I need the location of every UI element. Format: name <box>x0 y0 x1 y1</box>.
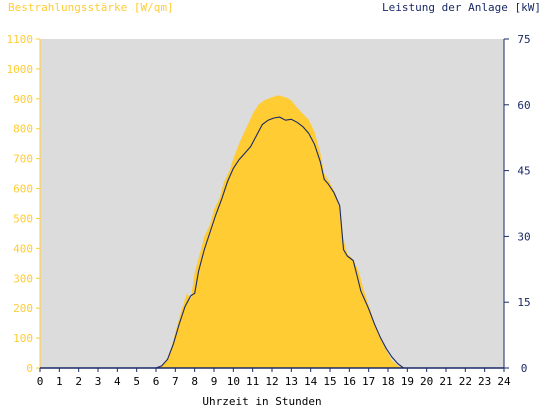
left-tick-label: 0 <box>26 362 33 375</box>
x-tick-label: 21 <box>439 375 452 388</box>
x-tick-label: 19 <box>401 375 414 388</box>
x-tick-label: 3 <box>95 375 102 388</box>
x-tick-label: 2 <box>75 375 82 388</box>
x-tick-label: 11 <box>246 375 259 388</box>
right-y-ticks: 0 15 30 45 60 75 <box>504 33 531 375</box>
x-tick-label: 6 <box>153 375 160 388</box>
right-tick-label: 60 <box>517 99 530 112</box>
left-tick-label: 900 <box>13 93 33 106</box>
x-tick-label: 0 <box>37 375 44 388</box>
x-tick-label: 9 <box>211 375 218 388</box>
right-tick-label: 75 <box>517 33 530 46</box>
x-tick-label: 20 <box>420 375 433 388</box>
x-tick-label: 10 <box>227 375 240 388</box>
right-tick-label: 15 <box>517 296 530 309</box>
x-tick-label: 14 <box>304 375 318 388</box>
left-tick-label: 200 <box>13 302 33 315</box>
x-tick-label: 24 <box>497 375 511 388</box>
left-tick-label: 1000 <box>7 63 34 76</box>
left-axis-title: Bestrahlungsstärke [W/qm] <box>8 1 174 14</box>
left-tick-label: 1100 <box>7 33 34 46</box>
x-tick-label: 4 <box>114 375 121 388</box>
x-tick-label: 5 <box>133 375 140 388</box>
x-tick-label: 15 <box>323 375 336 388</box>
left-tick-label: 600 <box>13 183 33 196</box>
x-tick-label: 23 <box>478 375 491 388</box>
irradiance-area <box>40 95 504 368</box>
x-ticks: 0 1 2 3 4 5 6 7 8 9 10 11 12 13 14 15 16 17 18 19 20 21 22 23 24 <box>37 368 511 388</box>
x-tick-label: 17 <box>362 375 375 388</box>
x-tick-label: 1 <box>56 375 63 388</box>
right-axis-title: Leistung der Anlage [kW] <box>382 1 541 14</box>
left-tick-label: 800 <box>13 123 33 136</box>
x-tick-label: 13 <box>285 375 298 388</box>
right-tick-label: 45 <box>517 165 530 178</box>
right-tick-label: 30 <box>517 230 530 243</box>
x-tick-label: 22 <box>459 375 472 388</box>
x-axis-title: Uhrzeit in Stunden <box>202 395 321 408</box>
left-y-ticks: 0 100 200 300 400 500 600 700 800 900 1000 1100 <box>7 33 40 375</box>
left-tick-label: 300 <box>13 272 33 285</box>
x-tick-label: 7 <box>172 375 179 388</box>
power-line <box>40 116 504 369</box>
left-tick-label: 700 <box>13 153 33 166</box>
x-tick-label: 16 <box>343 375 356 388</box>
left-tick-label: 100 <box>13 332 33 345</box>
x-tick-label: 18 <box>381 375 394 388</box>
x-tick-label: 8 <box>191 375 198 388</box>
x-tick-label: 12 <box>265 375 278 388</box>
right-tick-label: 0 <box>521 362 528 375</box>
left-tick-label: 500 <box>13 212 33 225</box>
left-tick-label: 400 <box>13 242 33 255</box>
